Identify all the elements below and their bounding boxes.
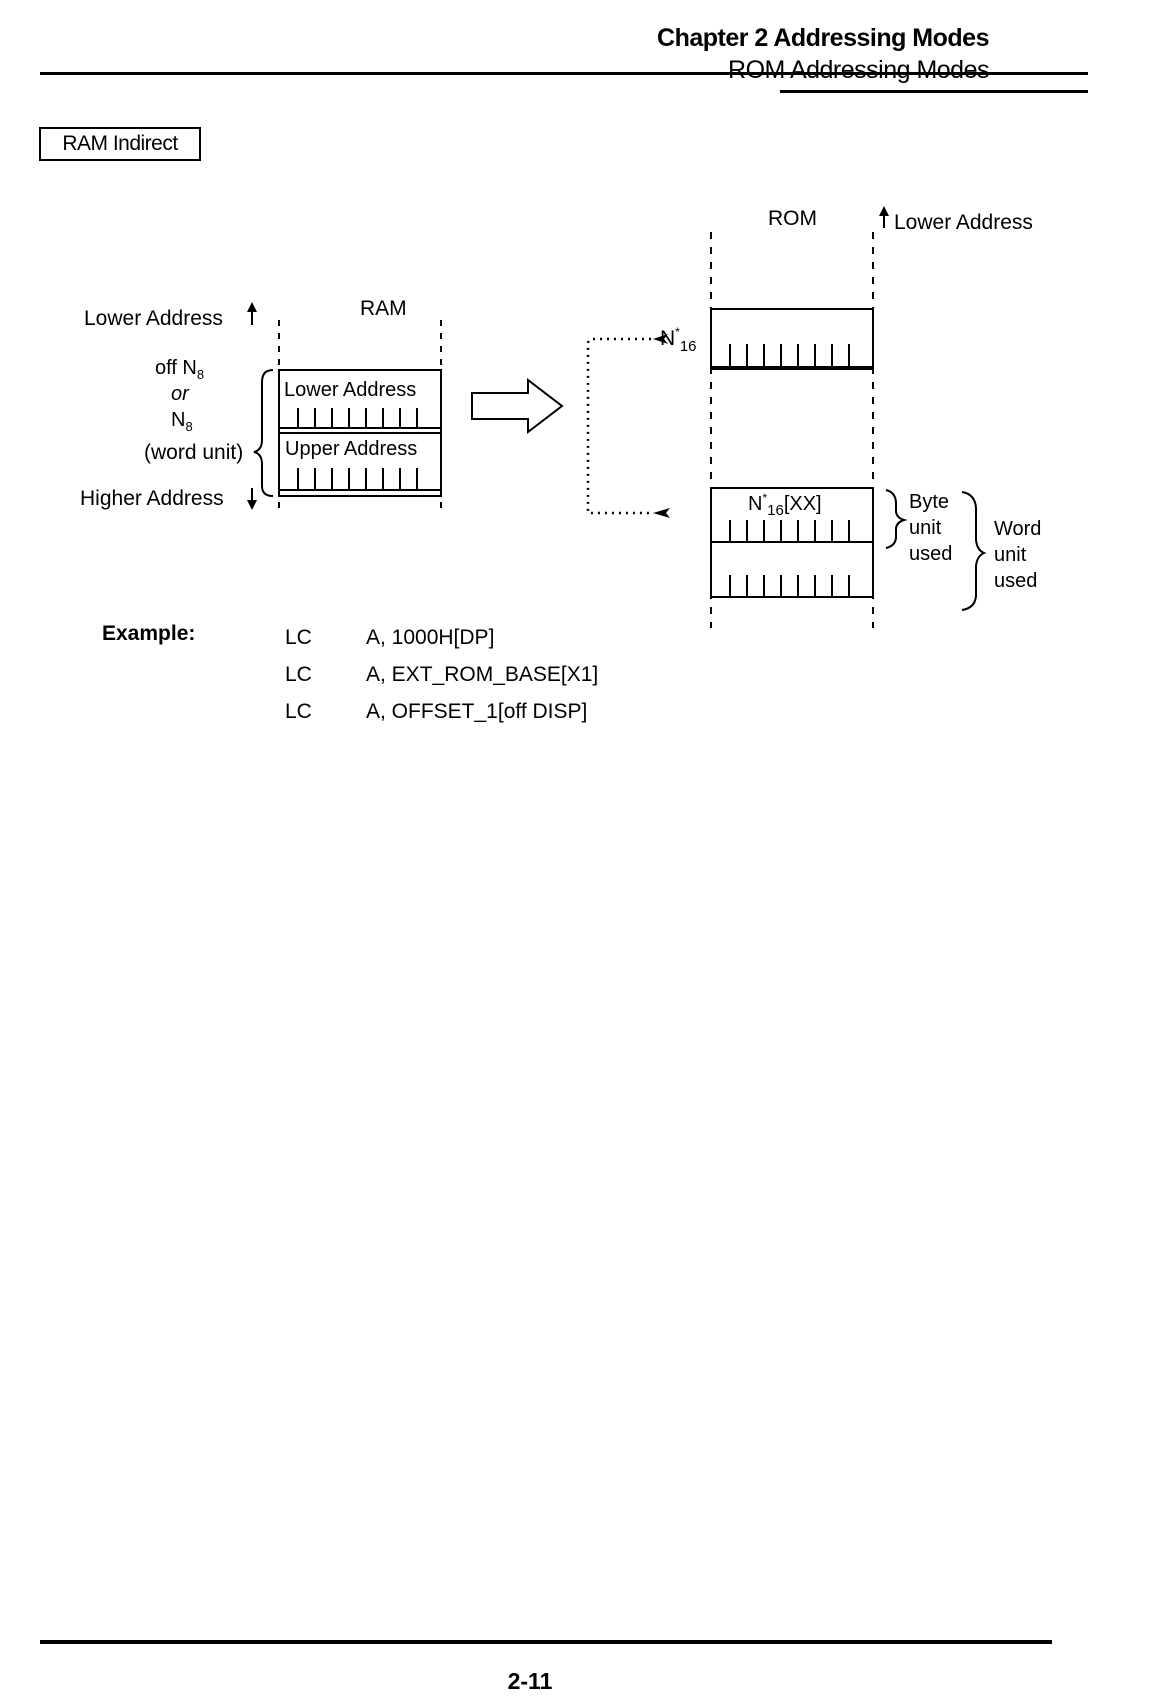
- section-title: ROM Addressing Modes: [728, 56, 989, 84]
- word-unit-line2: unit: [994, 544, 1027, 566]
- example-row-2-operand: A, EXT_ROM_BASE[X1]: [366, 663, 599, 686]
- word-unit-line1: Word: [994, 518, 1041, 540]
- arrow-down-icon: [247, 488, 257, 510]
- chapter-title: Chapter 2 Addressing Modes: [657, 24, 989, 52]
- ram-higher-address-label: Higher Address: [80, 487, 224, 510]
- example-row-3-operand: A, OFFSET_1[off DISP]: [366, 700, 588, 723]
- ram-cell-upper-address: Upper Address: [285, 438, 417, 460]
- header-rule: [40, 72, 1088, 75]
- operand-off-label: off N8: [155, 357, 204, 382]
- rom-lower-address-label: Lower Address: [894, 211, 1033, 234]
- rom-indexed-cells: N*16[XX]: [710, 487, 874, 598]
- ram-lower-address-label: Lower Address: [84, 307, 223, 330]
- pointer-dotted-line: [586, 337, 653, 515]
- section-label-box: RAM Indirect: [39, 127, 201, 161]
- footer-rule: [40, 1640, 1052, 1644]
- page-number: 2-11: [507, 1668, 553, 1694]
- example-row-1-mnemonic: LC: [285, 626, 312, 649]
- example-row-1-operand: A, 1000H[DP]: [366, 626, 495, 649]
- operand-or-label: or: [171, 383, 190, 405]
- ram-cell-lower-address: Lower Address: [284, 379, 416, 401]
- example-label: Example:: [102, 622, 196, 645]
- brace-left-icon: [253, 369, 274, 497]
- ram-block: Lower Address Upper Address: [278, 369, 442, 497]
- example-row-2-mnemonic: LC: [285, 663, 312, 686]
- section-label: RAM Indirect: [62, 132, 178, 155]
- pointer-arrow-bottom-icon: [653, 508, 670, 518]
- brace-byte-icon: [885, 489, 908, 549]
- byte-unit-line1: Byte: [909, 491, 949, 513]
- header-rule-underline: [780, 90, 1088, 93]
- ram-title: RAM: [360, 297, 407, 320]
- rom-pointer-label: N*16: [660, 325, 697, 355]
- arrow-up-icon: [247, 302, 257, 325]
- byte-unit-line3: used: [909, 543, 952, 565]
- rom-indexed-cell-label: N*16[XX]: [748, 491, 822, 519]
- rom-pointer-cell: [710, 308, 874, 370]
- rom-title: ROM: [768, 207, 817, 230]
- byte-unit-line2: unit: [909, 517, 942, 539]
- arrow-up-icon: [879, 206, 889, 228]
- operand-n-label: N8: [171, 409, 193, 434]
- word-unit-line3: used: [994, 570, 1037, 592]
- operand-unit-label: (word unit): [144, 441, 243, 464]
- brace-word-icon: [961, 491, 987, 611]
- hollow-arrow-right-icon: [471, 377, 564, 435]
- example-row-3-mnemonic: LC: [285, 700, 312, 723]
- ram-indirect-diagram: RAM Lower Address Higher Address off N8 …: [80, 206, 1041, 628]
- pointer-arrow-top-icon: [653, 334, 668, 344]
